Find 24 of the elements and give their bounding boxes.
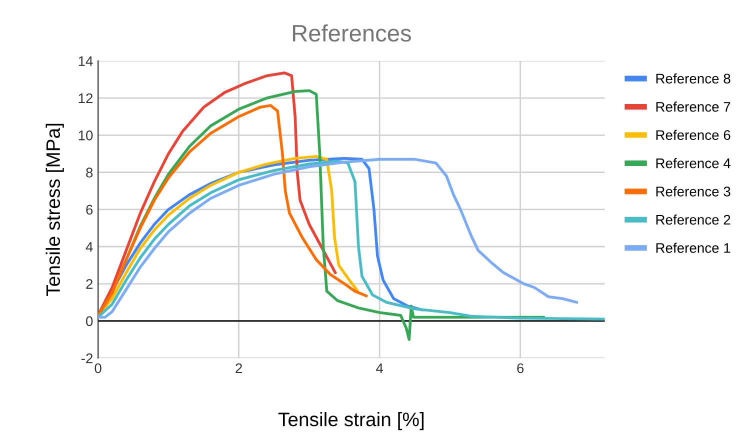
legend-label: Reference 2 <box>656 214 730 225</box>
legend-label: Reference 4 <box>656 158 730 168</box>
legend-label: Reference 3 <box>656 186 730 196</box>
y-tick-label: 2 <box>86 279 93 289</box>
line-series <box>98 104 368 317</box>
x-tick-label: 2 <box>236 363 242 374</box>
legend-label: Reference 8 <box>656 73 730 84</box>
legend-label: Reference 1 <box>656 242 730 253</box>
y-tick-label: 14 <box>78 56 93 66</box>
legend-label: Reference 6 <box>656 130 730 140</box>
legend-label: Reference 7 <box>656 102 730 112</box>
y-tick-label: 4 <box>86 242 93 252</box>
x-tick-label: 6 <box>517 363 524 374</box>
y-tick-label: -2 <box>81 353 93 364</box>
y-tick-label: 6 <box>86 204 93 215</box>
y-tick-label: 8 <box>86 168 93 178</box>
x-axis-title: Tensile strain [%] <box>278 412 424 430</box>
x-tick-label: 4 <box>376 363 384 374</box>
x-tick-label: 0 <box>94 363 102 374</box>
chart-title: References <box>293 24 411 42</box>
y-tick-label: 0 <box>86 316 93 326</box>
y-axis-title: Tensile stress [MPa] <box>46 124 64 296</box>
y-tick-label: 12 <box>78 93 93 104</box>
y-tick-label: 10 <box>78 130 93 140</box>
